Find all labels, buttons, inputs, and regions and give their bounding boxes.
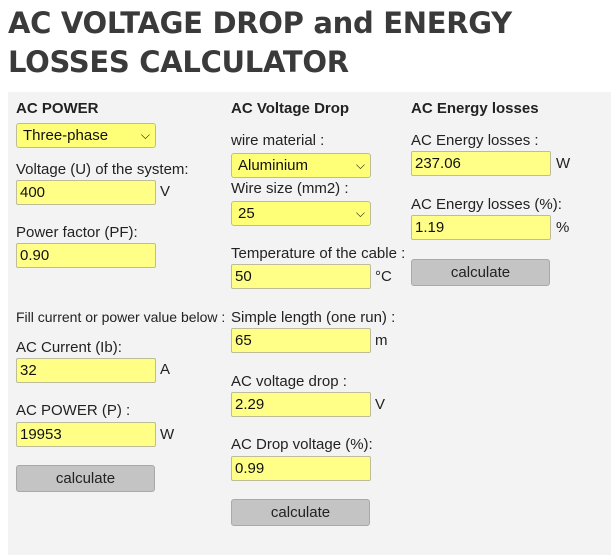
voltage-drop-unit: V xyxy=(375,396,386,413)
current-input[interactable]: 32 xyxy=(16,358,156,383)
pf-label: Power factor (PF): xyxy=(16,224,138,241)
length-unit: m xyxy=(375,332,388,349)
chevron-down-icon: ⌵ xyxy=(355,206,365,220)
voltage-unit: V xyxy=(160,183,171,200)
voltage-drop-label: AC voltage drop : xyxy=(231,373,347,390)
wire-size-label: Wire size (mm2) : xyxy=(231,180,349,197)
temperature-unit: °C xyxy=(375,268,392,285)
power-unit: W xyxy=(160,426,175,443)
page-title: AC VOLTAGE DROP and ENERGY LOSSES CALCUL… xyxy=(8,6,512,79)
voltage-drop-output[interactable]: 2.29 xyxy=(231,392,371,417)
drop-percent-label: AC Drop voltage (%): xyxy=(231,436,373,453)
temperature-input[interactable]: 50 xyxy=(231,264,371,289)
material-label: wire material : xyxy=(231,132,325,149)
chevron-down-icon: ⌵ xyxy=(140,128,150,142)
current-unit: A xyxy=(160,361,171,378)
fill-note: Fill current or power value below : xyxy=(16,309,226,325)
length-input[interactable]: 65 xyxy=(231,328,371,353)
calculator-panel: AC POWER Three-phase ⌵ Voltage (U) of th… xyxy=(8,92,611,555)
length-label: Simple length (one run) : xyxy=(231,309,396,326)
energy-loss-label: AC Energy losses : xyxy=(411,132,539,149)
energy-loss-percent-output[interactable]: 1.19 xyxy=(411,215,551,240)
power-label: AC POWER (P) : xyxy=(16,402,131,419)
energy-loss-output[interactable]: 237.06 xyxy=(411,151,551,176)
material-select[interactable]: Aluminium ⌵ xyxy=(231,153,371,178)
phase-select[interactable]: Three-phase ⌵ xyxy=(16,123,156,148)
voltage-label: Voltage (U) of the system: xyxy=(16,161,189,178)
current-label: AC Current (Ib): xyxy=(16,339,122,356)
ac-power-heading: AC POWER xyxy=(16,100,99,117)
energy-losses-heading: AC Energy losses xyxy=(411,100,539,117)
phase-select-value: Three-phase xyxy=(23,127,109,144)
energy-calculate-button[interactable]: calculate xyxy=(411,259,550,286)
pf-input[interactable]: 0.90 xyxy=(16,243,156,268)
temperature-label: Temperature of the cable : xyxy=(231,245,406,262)
voltage-drop-heading: AC Voltage Drop xyxy=(231,100,350,117)
ac-power-calculate-button[interactable]: calculate xyxy=(16,465,155,492)
chevron-down-icon: ⌵ xyxy=(355,158,365,172)
wire-size-select-value: 25 xyxy=(238,205,255,222)
voltage-input[interactable]: 400 xyxy=(16,180,156,205)
wire-size-select[interactable]: 25 ⌵ xyxy=(231,201,371,226)
drop-percent-output[interactable]: 0.99 xyxy=(231,456,371,481)
voltage-drop-calculate-button[interactable]: calculate xyxy=(231,499,370,526)
energy-loss-unit: W xyxy=(556,155,571,172)
energy-loss-percent-unit: % xyxy=(556,219,570,236)
material-select-value: Aluminium xyxy=(238,157,309,174)
energy-loss-percent-label: AC Energy losses (%): xyxy=(411,196,562,213)
power-input[interactable]: 19953 xyxy=(16,422,156,447)
